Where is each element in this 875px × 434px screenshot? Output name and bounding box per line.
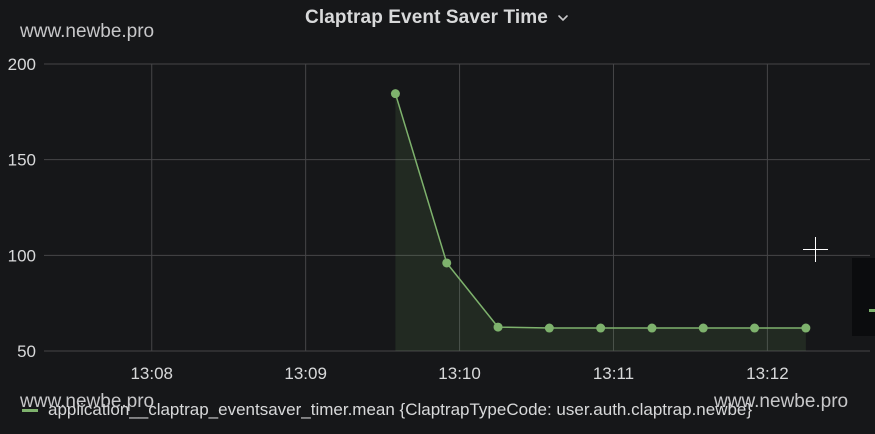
data-point xyxy=(390,89,400,99)
data-point xyxy=(801,323,811,333)
x-tick-label: 13:12 xyxy=(746,364,789,383)
grid-lines xyxy=(44,63,870,352)
watermark-top: www.newbe.pro xyxy=(20,21,155,42)
series-points-layer xyxy=(390,89,811,333)
y-axis-ticks: 50 100 150 200 xyxy=(8,55,36,361)
panel-title[interactable]: Claptrap Event Saver Time xyxy=(305,7,548,28)
data-point xyxy=(698,323,708,333)
hover-tooltip-edge xyxy=(852,258,875,336)
data-point xyxy=(544,323,554,333)
series-edge-marker xyxy=(869,309,875,312)
y-tick-label: 150 xyxy=(8,151,36,170)
watermark-bottom-right: www.newbe.pro xyxy=(714,391,849,412)
data-point xyxy=(493,322,503,332)
x-tick-label: 13:09 xyxy=(284,364,327,383)
legend[interactable]: application__claptrap_eventsaver_timer.m… xyxy=(22,400,752,420)
data-point xyxy=(596,323,606,333)
x-tick-label: 13:11 xyxy=(593,364,634,383)
watermark-bottom-left: www.newbe.pro xyxy=(20,391,155,412)
x-tick-label: 13:08 xyxy=(130,364,173,383)
legend-swatch[interactable] xyxy=(22,408,38,412)
x-axis-ticks: 13:08 13:09 13:10 13:11 13:12 xyxy=(130,364,788,383)
data-point xyxy=(647,323,657,333)
series-area-fill xyxy=(395,93,806,351)
data-point xyxy=(750,323,760,333)
chevron-down-icon[interactable] xyxy=(556,11,570,25)
panel-header[interactable]: Claptrap Event Saver Time xyxy=(0,0,875,36)
series-fill-layer xyxy=(395,93,806,351)
data-point xyxy=(442,258,452,268)
x-tick-label: 13:10 xyxy=(438,364,481,383)
y-tick-label: 200 xyxy=(8,55,36,74)
y-tick-label: 50 xyxy=(17,342,36,361)
y-tick-label: 100 xyxy=(8,246,36,265)
crosshair-cursor-icon xyxy=(803,237,828,262)
legend-series-label[interactable]: application__claptrap_eventsaver_timer.m… xyxy=(48,400,753,419)
